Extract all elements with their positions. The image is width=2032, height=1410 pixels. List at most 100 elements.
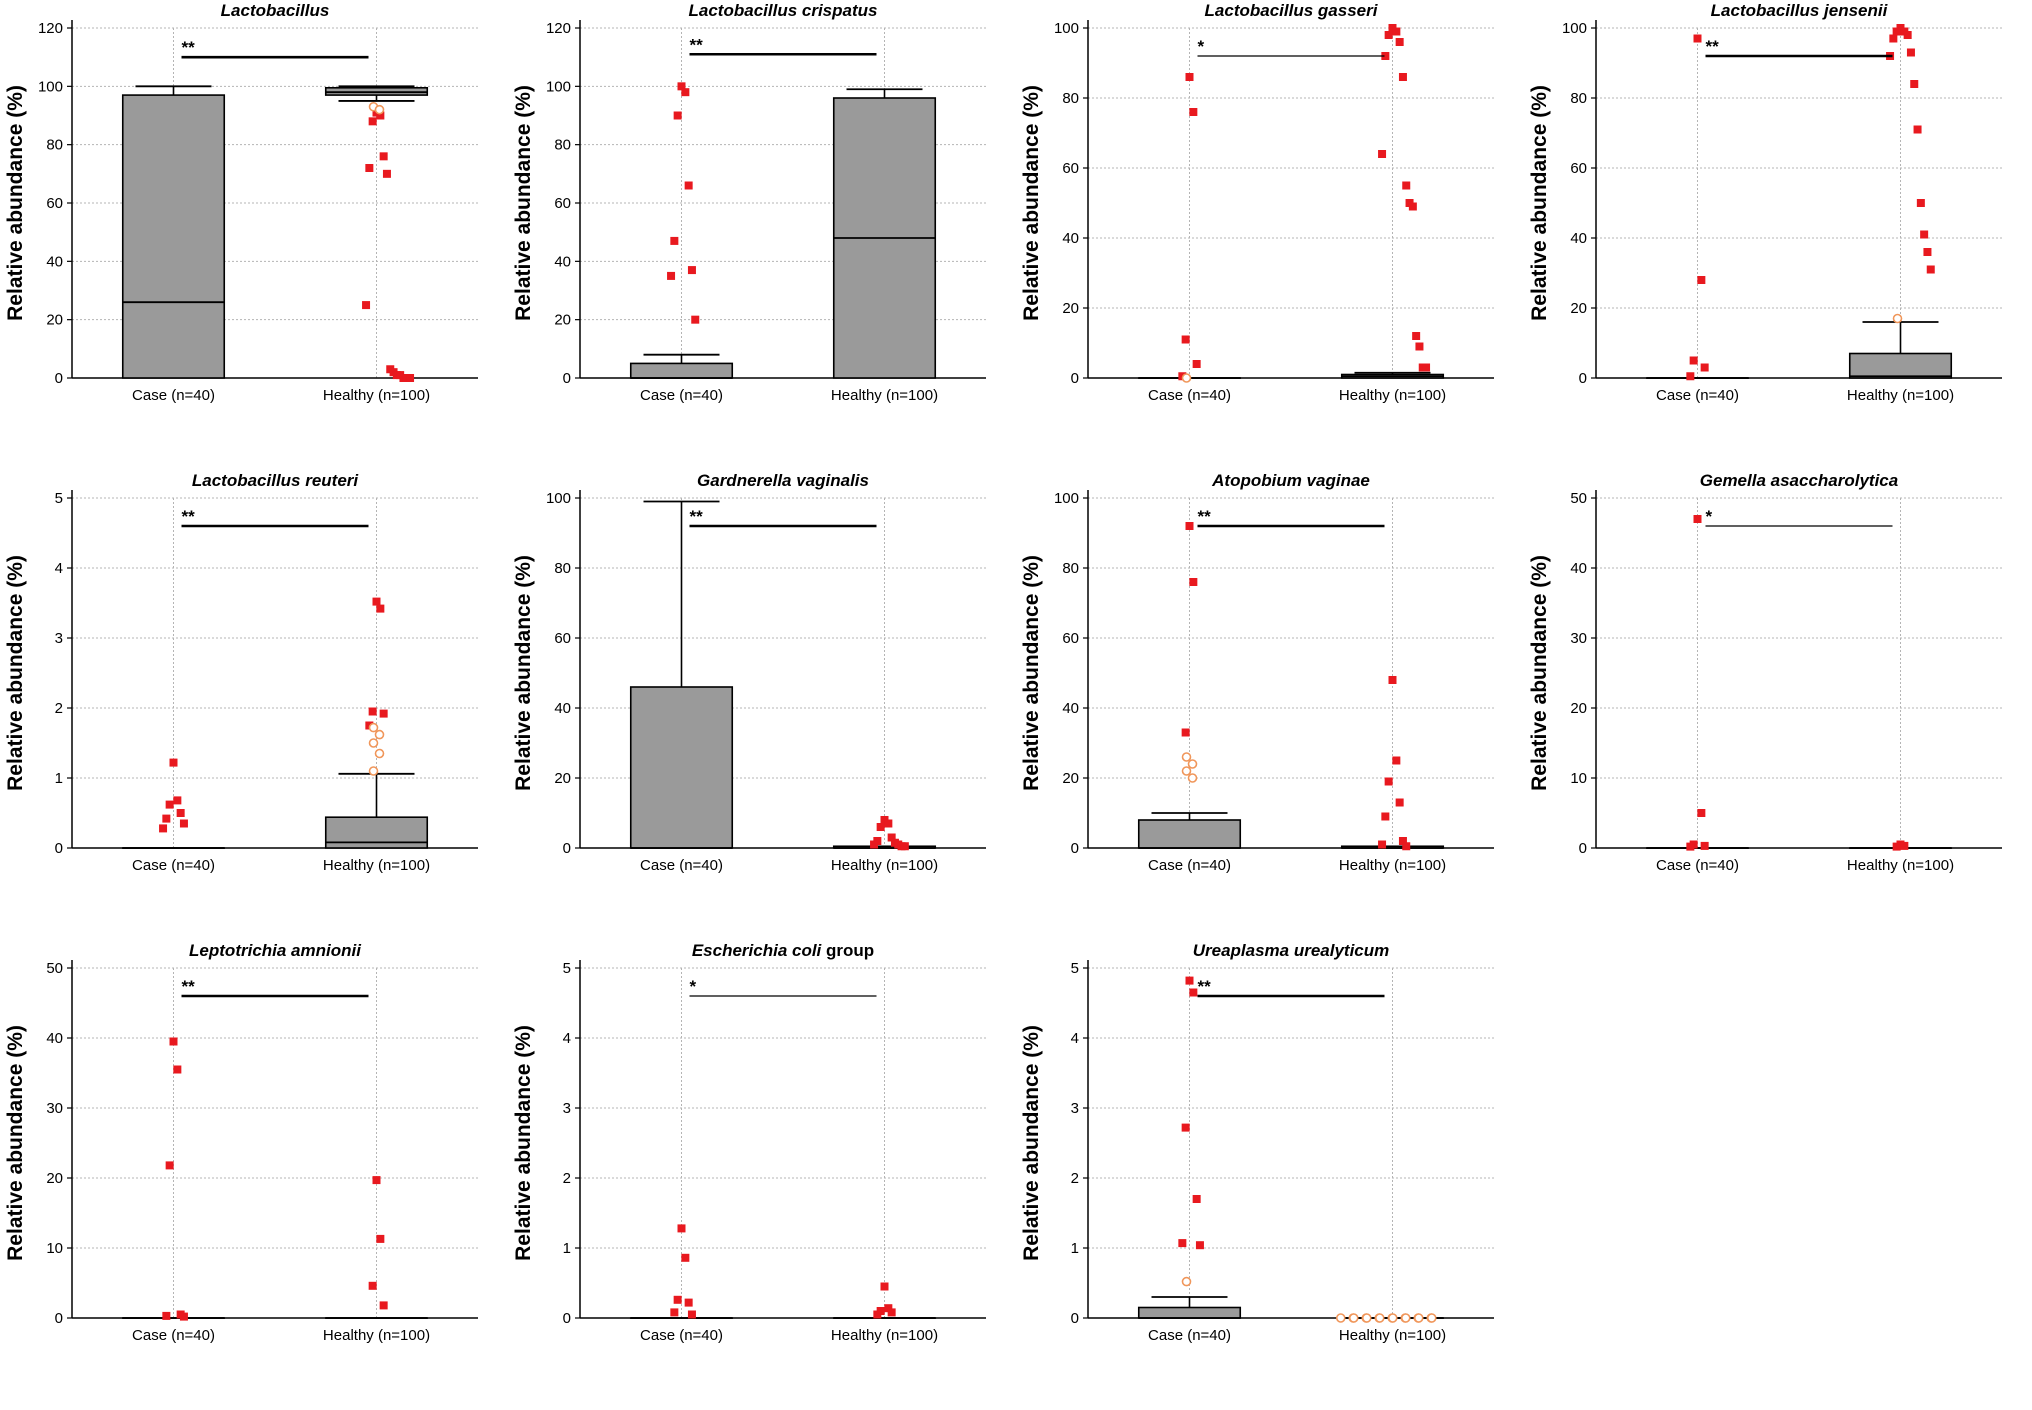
outlier-point	[881, 1283, 889, 1291]
chart-title: Lactobacillus	[221, 1, 330, 20]
significance-label: **	[182, 507, 196, 526]
y-tick-label: 40	[1062, 700, 1079, 717]
y-tick-label: 1	[55, 770, 63, 787]
y-tick-label: 0	[1579, 840, 1587, 857]
outlier-point	[877, 823, 885, 831]
chart-title-species: Atopobium vaginae	[1211, 471, 1370, 490]
y-tick-label: 0	[1579, 370, 1587, 387]
y-tick-label: 0	[1071, 370, 1079, 387]
x-tick-label: Case (n=40)	[1148, 1327, 1231, 1344]
outlier-point	[1694, 515, 1702, 523]
outlier-point	[1920, 231, 1928, 239]
outlier-point	[1178, 1239, 1186, 1247]
y-axis-label: Relative abundance (%)	[512, 555, 535, 791]
x-tick-label: Case (n=40)	[640, 387, 723, 404]
chart-title: Leptotrichia amnionii	[189, 941, 362, 960]
chart-title: Atopobium vaginae	[1211, 471, 1370, 490]
outlier-point	[177, 809, 185, 817]
open-outlier-point	[1415, 1314, 1423, 1322]
chart-title: Lactobacillus reuteri	[192, 471, 360, 490]
y-tick-label: 60	[1570, 160, 1587, 177]
x-tick-label: Healthy (n=100)	[1847, 387, 1954, 404]
y-tick-label: 0	[55, 840, 63, 857]
y-tick-label: 20	[1062, 770, 1079, 787]
outlier-point	[1189, 108, 1197, 116]
outlier-point	[888, 1308, 896, 1316]
outlier-point	[1686, 843, 1694, 851]
y-tick-label: 5	[55, 490, 63, 507]
y-axis-label: Relative abundance (%)	[1020, 85, 1043, 321]
outlier-point	[406, 374, 414, 382]
outlier-point	[1412, 332, 1420, 340]
y-axis-label: Relative abundance (%)	[4, 1025, 27, 1261]
y-tick-label: 20	[554, 312, 571, 329]
y-axis-label: Relative abundance (%)	[1528, 555, 1551, 791]
box-iqr	[1850, 354, 1952, 379]
y-tick-label: 80	[1062, 90, 1079, 107]
x-tick-label: Case (n=40)	[1656, 387, 1739, 404]
y-tick-label: 100	[38, 78, 63, 95]
y-tick-label: 2	[1071, 1170, 1079, 1187]
y-tick-label: 0	[1071, 1310, 1079, 1327]
outlier-point	[1182, 729, 1190, 737]
y-tick-label: 50	[46, 960, 63, 977]
outlier-point	[1193, 360, 1201, 368]
outlier-point	[1927, 266, 1935, 274]
outlier-point	[180, 820, 188, 828]
outlier-point	[1402, 182, 1410, 190]
outlier-point	[365, 164, 373, 172]
chart-title-suffix: group	[821, 941, 874, 960]
y-tick-label: 10	[46, 1240, 63, 1257]
outlier-point	[376, 605, 384, 613]
open-outlier-point	[370, 739, 378, 747]
outlier-point	[1697, 809, 1705, 817]
x-tick-label: Case (n=40)	[1148, 857, 1231, 874]
y-tick-label: 40	[1062, 230, 1079, 247]
y-axis-label: Relative abundance (%)	[4, 555, 27, 791]
outlier-point	[373, 1176, 381, 1184]
outlier-point	[369, 117, 377, 125]
open-outlier-point	[370, 724, 378, 732]
x-tick-label: Case (n=40)	[132, 1327, 215, 1344]
open-outlier-point	[376, 106, 384, 114]
outlier-point	[1189, 989, 1197, 997]
y-tick-label: 1	[563, 1240, 571, 1257]
y-axis-label: Relative abundance (%)	[1020, 555, 1043, 791]
y-tick-label: 0	[563, 840, 571, 857]
outlier-point	[1701, 842, 1709, 850]
y-tick-label: 2	[55, 700, 63, 717]
outlier-point	[1415, 343, 1423, 351]
outlier-point	[376, 1235, 384, 1243]
y-tick-label: 60	[46, 195, 63, 212]
outlier-point	[1914, 126, 1922, 134]
y-tick-label: 0	[563, 1310, 571, 1327]
significance-label: **	[690, 507, 704, 526]
y-tick-label: 30	[46, 1100, 63, 1117]
outlier-point	[1686, 372, 1694, 380]
outlier-point	[1701, 364, 1709, 372]
outlier-point	[1889, 35, 1897, 43]
boxplot-chart: Gemella asaccharolytica01020304050Relati…	[1524, 470, 2032, 940]
y-tick-label: 100	[1054, 20, 1079, 37]
significance-label: **	[1198, 977, 1212, 996]
chart-title-species: Lactobacillus crispatus	[689, 1, 878, 20]
x-tick-label: Healthy (n=100)	[1339, 857, 1446, 874]
significance-label: *	[1706, 507, 1713, 526]
outlier-point	[688, 266, 696, 274]
open-outlier-point	[1376, 1314, 1384, 1322]
outlier-point	[1904, 31, 1912, 39]
x-tick-label: Healthy (n=100)	[323, 387, 430, 404]
open-outlier-point	[376, 750, 384, 758]
chart-title: Lactobacillus jensenii	[1711, 1, 1889, 20]
open-outlier-point	[1183, 767, 1191, 775]
outlier-point	[162, 1312, 170, 1320]
y-tick-label: 100	[1562, 20, 1587, 37]
box-iqr	[1139, 820, 1241, 848]
significance-label: **	[182, 977, 196, 996]
chart-title: Escherichia coli group	[692, 941, 874, 960]
outlier-point	[159, 824, 167, 832]
x-tick-label: Case (n=40)	[132, 387, 215, 404]
